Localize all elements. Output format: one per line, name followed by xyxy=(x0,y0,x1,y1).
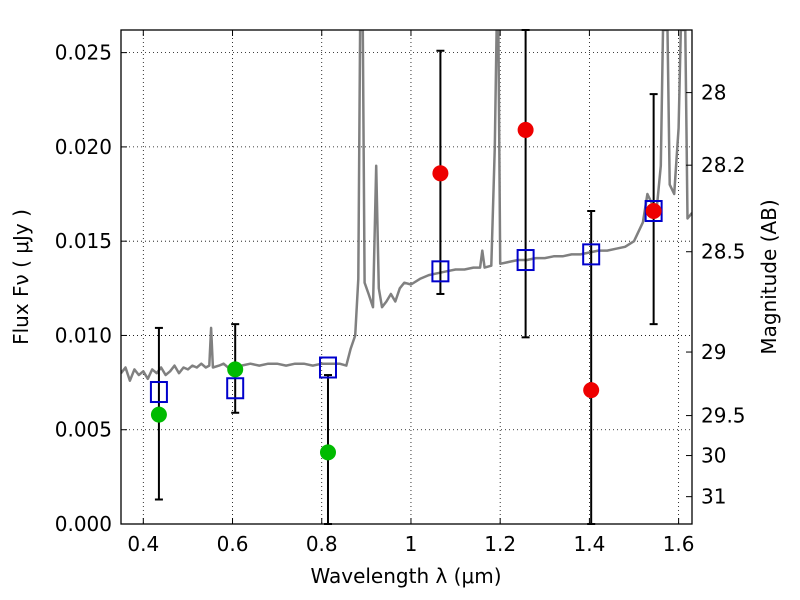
y-axis-label: Flux Fν ( μJy ) xyxy=(9,209,33,345)
model-square-point xyxy=(582,243,601,266)
y-axis: 0.000 0.005 0.010 0.015 0.020 0.025 xyxy=(55,41,127,536)
y2-tick-label: 29.5 xyxy=(701,404,746,428)
y-tick-label: 0.005 xyxy=(55,418,112,442)
model-square-point xyxy=(431,260,450,283)
plot-frame xyxy=(120,29,693,525)
error-bars xyxy=(154,29,658,525)
model-square-point xyxy=(226,377,245,400)
y2-axis-label: Magnitude (AB) xyxy=(757,199,781,354)
plot-area xyxy=(121,30,692,524)
y2-axis: 28 28.2 28.5 29 29.5 30 31 xyxy=(686,81,746,509)
x-axis: 0.4 0.6 0.8 1 1.2 1.4 1.6 xyxy=(127,30,695,556)
photometry-point xyxy=(319,444,336,461)
x-tick-label: 1.4 xyxy=(573,532,605,556)
x-tick-label: 0.4 xyxy=(127,532,159,556)
y-tick-label: 0.010 xyxy=(55,323,112,347)
x-tick-label: 1.2 xyxy=(484,532,516,556)
x-tick-label: 0.8 xyxy=(306,532,338,556)
model-spectrum xyxy=(121,30,692,382)
photometry-point xyxy=(227,361,244,378)
y2-tick-label: 29 xyxy=(701,340,726,364)
y2-tick-label: 28.2 xyxy=(701,153,746,177)
y-tick-label: 0.020 xyxy=(55,135,112,159)
x-axis-label: Wavelength λ (μm) xyxy=(310,564,501,588)
y-tick-label: 0.025 xyxy=(55,41,112,65)
photometry-point xyxy=(517,121,534,138)
y2-tick-label: 28 xyxy=(701,81,726,105)
x-tick-label: 1.6 xyxy=(663,532,695,556)
y2-tick-label: 31 xyxy=(701,485,726,509)
photometry-point xyxy=(432,165,449,182)
data-markers xyxy=(149,121,663,461)
model-square-point xyxy=(149,381,168,404)
y2-tick-label: 28.5 xyxy=(701,240,746,264)
photometry-point xyxy=(583,382,600,399)
photometry-point xyxy=(150,406,167,423)
model-spectrum-line xyxy=(121,30,692,382)
model-square-point xyxy=(318,356,337,379)
x-tick-label: 0.6 xyxy=(217,532,249,556)
photometry-point xyxy=(645,203,662,220)
model-square-point xyxy=(516,249,535,272)
y-tick-label: 0.015 xyxy=(55,229,112,253)
y-tick-label: 0.000 xyxy=(55,512,112,536)
y2-tick-label: 30 xyxy=(701,444,726,468)
x-tick-label: 1 xyxy=(405,532,418,556)
